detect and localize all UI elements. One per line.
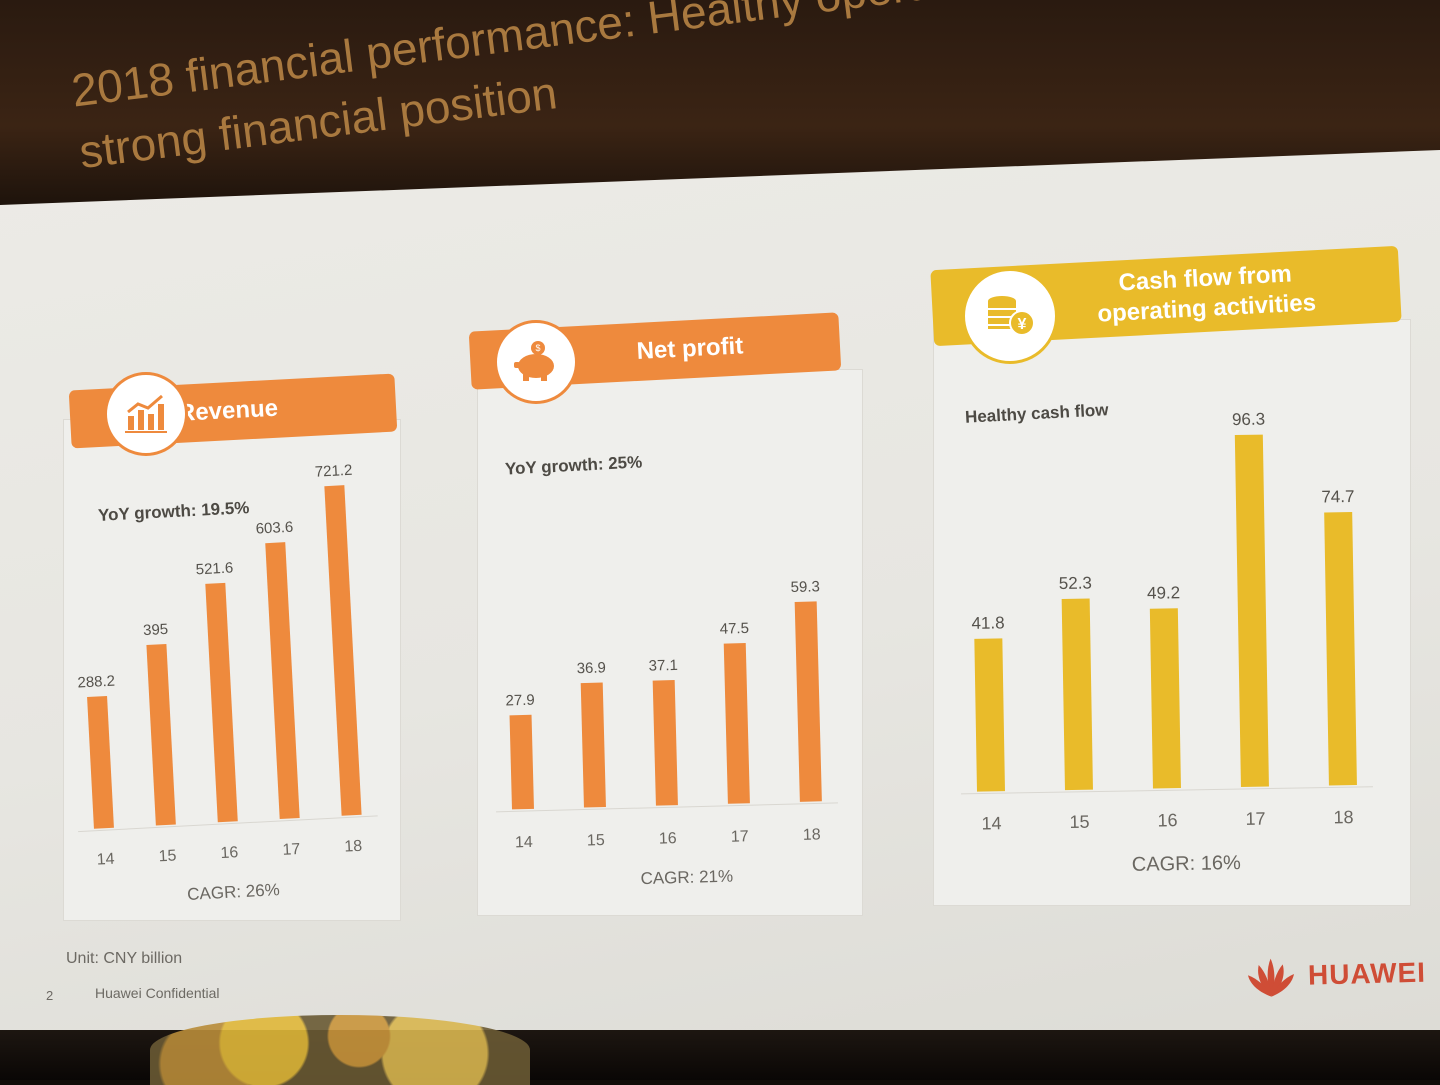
coins-yen-icon: ¥ — [988, 296, 1035, 336]
bar — [580, 682, 606, 808]
cash-flow-badge: ¥ — [962, 268, 1058, 364]
svg-text:¥: ¥ — [1018, 316, 1027, 333]
net-profit-badge: $ — [494, 320, 578, 404]
chart-plot-group: 41.8 14 52.3 15 49.2 16 96.3 17 74.7 18 CAGR: 16% — [961, 410, 1373, 876]
bar-value-label: 52.3 — [1059, 573, 1092, 593]
bar — [1234, 434, 1269, 788]
category-tick-label: 15 — [158, 847, 177, 865]
huawei-petal-logo — [1247, 958, 1294, 997]
bar — [324, 485, 362, 816]
svg-text:$: $ — [535, 343, 540, 353]
bar-chart-icon — [125, 394, 167, 433]
category-tick-label: 17 — [1245, 809, 1265, 829]
bar-value-label: 521.6 — [195, 559, 233, 578]
huawei-logo-text: HUAWEI — [1307, 956, 1427, 991]
bar-value-label: 41.8 — [971, 613, 1004, 633]
bar — [87, 696, 114, 829]
confidential-label: Huawei Confidential — [95, 985, 220, 1001]
category-tick-label: 14 — [981, 813, 1001, 833]
category-tick-label: 18 — [344, 838, 363, 856]
bar-value-label: 603.6 — [255, 519, 293, 538]
flower-arrangement — [150, 1015, 530, 1085]
bar — [974, 638, 1005, 792]
chart-plot-group: 288.2 14 395 15 521.6 16 603.6 17 721.2 18 CAGR: 2… — [77, 462, 378, 904]
bar-value-label: 96.3 — [1232, 410, 1265, 430]
bar — [205, 582, 238, 823]
category-tick-label: 14 — [515, 834, 533, 851]
unit-label: Unit: CNY billion — [66, 950, 183, 967]
revenue-title: Revenue — [177, 394, 279, 427]
category-tick-label: 17 — [282, 841, 301, 859]
revenue-chart: 288.2 14 395 15 521.6 16 603.6 17 721.2 18 CAGR: 2… — [77, 462, 378, 904]
x-axis-baseline — [496, 802, 838, 813]
net-profit-chart: 27.9 14 36.9 15 37.1 16 47.5 17 59.3 18 CAGR: 21% — [496, 578, 838, 888]
bar-value-label: 36.9 — [577, 659, 607, 677]
bar — [1324, 511, 1357, 786]
bar-value-label: 27.9 — [505, 692, 535, 710]
page-number: 2 — [46, 988, 54, 1003]
category-tick-label: 15 — [587, 832, 605, 849]
bar-value-label: 47.5 — [720, 620, 750, 638]
cash-flow-title: Cash flow from operating activities — [1096, 260, 1317, 328]
category-tick-label: 18 — [803, 826, 821, 843]
net-profit-title: Net profit — [635, 332, 744, 365]
bar-value-label: 395 — [143, 621, 169, 639]
category-tick-label: 14 — [96, 851, 115, 869]
cagr-label: CAGR: 16% — [1132, 852, 1242, 876]
huawei-logo: HUAWEI — [1241, 948, 1426, 1003]
bar — [723, 643, 750, 804]
revenue-badge — [104, 372, 188, 456]
bar-value-label: 49.2 — [1147, 583, 1180, 603]
bar — [265, 542, 300, 820]
cash-flow-chart: 41.8 14 52.3 15 49.2 16 96.3 17 74.7 18 CAGR: 16% — [961, 410, 1373, 876]
cagr-label: CAGR: 21% — [640, 867, 733, 888]
cagr-label: CAGR: 26% — [187, 880, 280, 904]
bar — [1061, 598, 1093, 791]
bar — [146, 643, 176, 826]
bar-value-label: 37.1 — [648, 657, 678, 675]
bar — [652, 679, 678, 806]
chart-plot-group: 27.9 14 36.9 15 37.1 16 47.5 17 59.3 18 CAGR: 21% — [496, 578, 838, 888]
x-axis-baseline — [78, 815, 378, 833]
piggy-bank-icon: $ — [514, 341, 554, 381]
bar-value-label: 59.3 — [790, 578, 820, 596]
category-tick-label: 15 — [1069, 812, 1089, 832]
category-tick-label: 18 — [1333, 807, 1353, 827]
bar-value-label: 721.2 — [314, 462, 352, 481]
bar — [509, 714, 534, 810]
category-tick-label: 16 — [659, 830, 677, 847]
bar — [794, 601, 822, 802]
category-tick-label: 16 — [220, 844, 239, 862]
x-axis-baseline — [961, 786, 1373, 795]
bar-value-label: 288.2 — [77, 673, 115, 692]
category-tick-label: 17 — [731, 828, 749, 845]
bar-value-label: 74.7 — [1321, 487, 1354, 507]
bar — [1149, 608, 1181, 789]
category-tick-label: 16 — [1157, 810, 1177, 830]
